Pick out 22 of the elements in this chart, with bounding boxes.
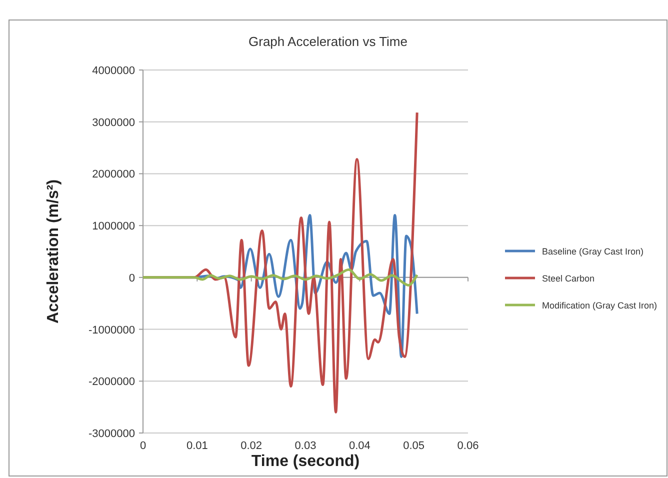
line-series (142, 268, 418, 286)
x-tick-label: 0.01 (186, 440, 208, 452)
y-tick-label: -3000000 (88, 428, 135, 440)
legend-label: Steel Carbon (542, 274, 595, 284)
y-tick-label: 1000000 (92, 220, 135, 233)
x-tick-label: 0 (140, 440, 146, 452)
y-tick-label: -1000000 (88, 324, 135, 336)
y-tick-label: 2000000 (92, 168, 135, 181)
legend-label: Modification (Gray Cast Iron) (542, 300, 658, 310)
chart-title: Graph Acceleration vs Time (248, 34, 408, 49)
y-tick-label: 0 (128, 272, 135, 284)
x-tick-label: 0.04 (348, 440, 370, 452)
x-tick-label: 0.05 (403, 440, 425, 452)
x-axis-title: Time (second) (251, 453, 360, 470)
x-tick-label: 0.06 (457, 440, 479, 452)
y-axis-title: Acceleration (m/s²) (45, 179, 62, 324)
y-tick-label: 3000000 (92, 116, 135, 129)
y-tick-label: -2000000 (88, 376, 135, 388)
x-tick-label: 0.02 (240, 440, 262, 452)
x-tick-label: 0.03 (294, 440, 316, 452)
legend-label: Baseline (Gray Cast Iron) (542, 246, 644, 256)
y-tick-label: 4000000 (92, 65, 135, 77)
